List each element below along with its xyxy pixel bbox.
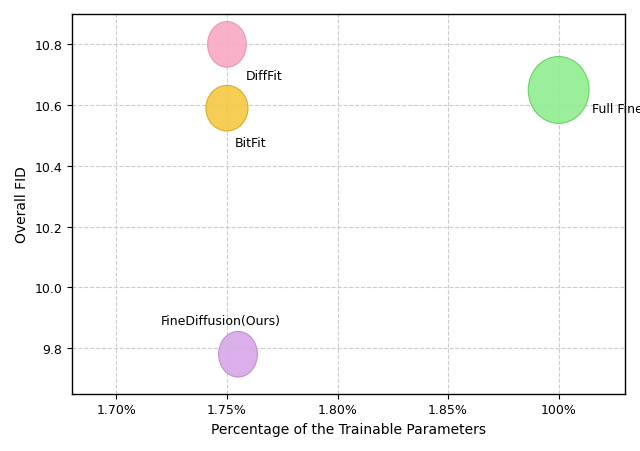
Y-axis label: Overall FID: Overall FID bbox=[15, 166, 29, 243]
Text: Full Fine-tuning: Full Fine-tuning bbox=[592, 102, 640, 115]
Ellipse shape bbox=[219, 332, 257, 377]
Ellipse shape bbox=[207, 23, 246, 68]
Text: DiffFit: DiffFit bbox=[246, 69, 282, 83]
X-axis label: Percentage of the Trainable Parameters: Percentage of the Trainable Parameters bbox=[211, 422, 486, 436]
Ellipse shape bbox=[528, 57, 589, 124]
Text: FineDiffusion(Ours): FineDiffusion(Ours) bbox=[161, 314, 280, 327]
Text: BitFit: BitFit bbox=[235, 136, 266, 149]
Ellipse shape bbox=[206, 86, 248, 132]
